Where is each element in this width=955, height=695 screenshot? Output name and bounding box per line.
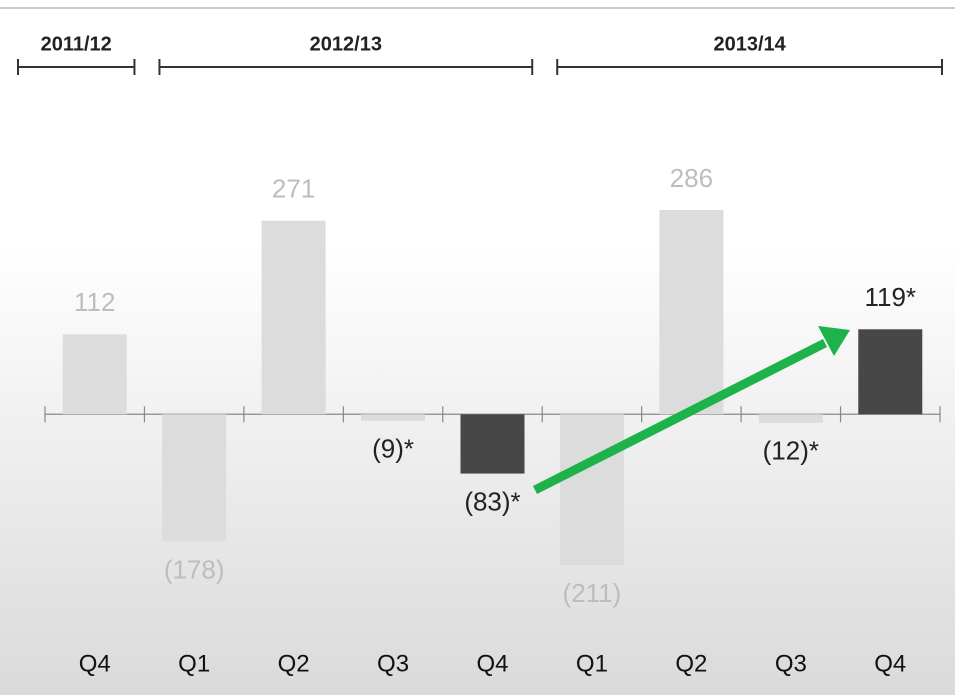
- x-tick-label: Q1: [576, 650, 608, 677]
- value-label: 112: [74, 287, 115, 317]
- value-label: (9)*: [372, 434, 414, 464]
- year-label: 2012/13: [310, 33, 382, 55]
- trend-arrow: [532, 326, 850, 495]
- x-tick-label: Q2: [675, 650, 707, 677]
- arrow-head: [818, 326, 850, 356]
- value-label: (211): [563, 578, 622, 608]
- bar: [559, 414, 624, 565]
- year-label: 2011/12: [41, 33, 112, 55]
- value-label: 271: [272, 174, 315, 204]
- x-tick-label: Q4: [476, 650, 508, 677]
- bar: [460, 414, 525, 474]
- x-tick-label: Q4: [79, 650, 111, 677]
- value-label: (83)*: [464, 486, 520, 516]
- value-label: 119*: [864, 282, 916, 312]
- arrow-shaft: [532, 338, 828, 495]
- bar: [261, 220, 326, 415]
- plot: Q4 112 Q1 (178) Q2 271 Q3 (9)* Q4 (83)* Q1 (211) Q2 2…: [17, 33, 943, 677]
- x-tick-label: Q4: [874, 650, 906, 677]
- value-label: (178): [164, 554, 225, 584]
- bar: [758, 414, 823, 423]
- bar: [361, 414, 426, 421]
- x-tick-label: Q3: [377, 650, 409, 677]
- x-tick-label: Q2: [278, 650, 310, 677]
- x-tick-label: Q1: [178, 650, 210, 677]
- bar: [659, 210, 724, 415]
- bar: [858, 329, 923, 415]
- x-tick-label: Q3: [775, 650, 807, 677]
- bar: [62, 334, 127, 415]
- value-label: 286: [670, 163, 713, 193]
- value-label: (12)*: [763, 436, 819, 466]
- bar: [162, 414, 227, 542]
- year-label: 2013/14: [713, 33, 786, 55]
